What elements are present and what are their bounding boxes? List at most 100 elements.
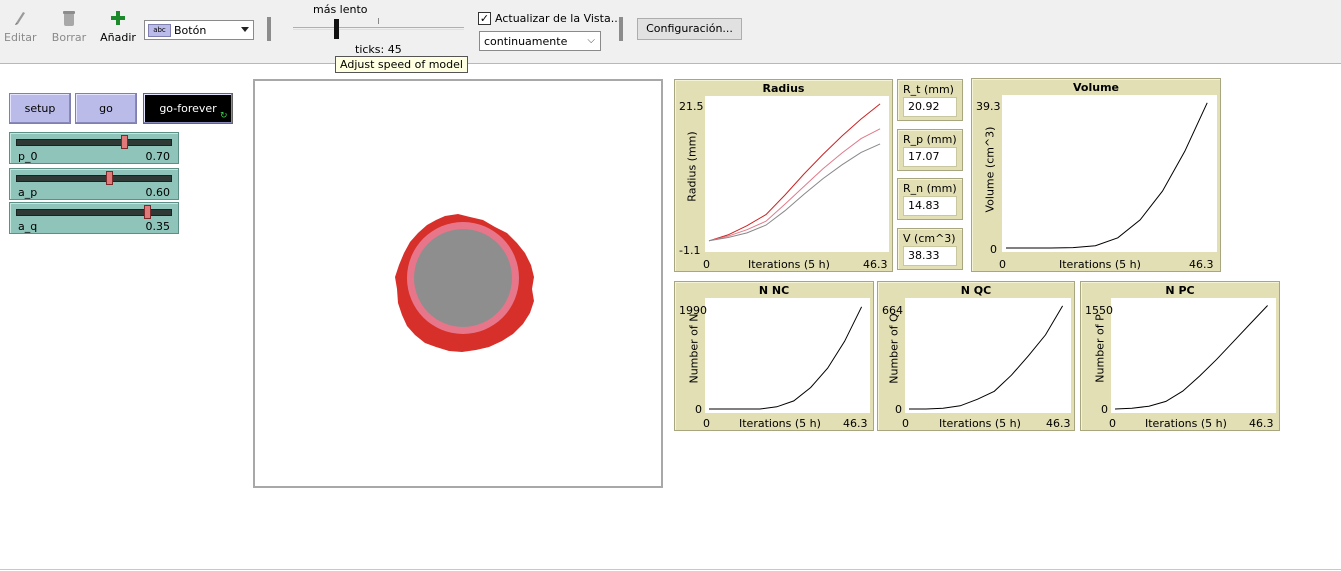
world-view[interactable] bbox=[253, 79, 663, 488]
n-pc-chart bbox=[1114, 305, 1268, 410]
forever-loop-icon: ↻ bbox=[220, 111, 228, 121]
toolbar-separator bbox=[619, 17, 623, 41]
series-line-0 bbox=[709, 306, 863, 410]
y-axis-label: Radius (mm) bbox=[685, 131, 699, 202]
add-label: Añadir bbox=[100, 31, 136, 44]
delete-button[interactable]: Borrar bbox=[50, 8, 88, 44]
y-min-label: 0 bbox=[1101, 403, 1108, 416]
x-axis-label: Iterations (5 h) bbox=[739, 417, 821, 430]
slider-track[interactable] bbox=[16, 209, 172, 216]
chevron-down-icon: ⌵ bbox=[587, 35, 595, 46]
x-axis-label: Iterations (5 h) bbox=[1059, 258, 1141, 271]
speed-slower-label: más lento bbox=[313, 3, 368, 16]
radius-chart bbox=[708, 103, 881, 242]
plot-area bbox=[905, 298, 1071, 413]
settings-button[interactable]: Configuración... bbox=[637, 18, 742, 40]
radius-plot[interactable]: Radius 21.5 -1.1 Radius (mm) 0 Iteration… bbox=[674, 79, 893, 272]
y-axis-label: Number of P bbox=[1093, 314, 1107, 383]
x-max-label: 46.3 bbox=[863, 258, 888, 271]
x-axis-label: Iterations (5 h) bbox=[939, 417, 1021, 430]
x-axis-label: Iterations (5 h) bbox=[748, 258, 830, 271]
slider-thumb[interactable] bbox=[121, 135, 128, 149]
update-mode-value: continuamente bbox=[484, 34, 568, 48]
series-line-0 bbox=[708, 103, 881, 242]
slider-track[interactable] bbox=[16, 175, 172, 182]
monitor-value: 20.92 bbox=[903, 97, 957, 117]
plot-title: N NC bbox=[758, 284, 790, 297]
trash-icon bbox=[50, 8, 88, 28]
slider-value: 0.60 bbox=[145, 186, 171, 199]
toolbar: Editar Borrar Añadir abc Botón más lento… bbox=[0, 0, 1341, 64]
speed-tooltip: Adjust speed of model bbox=[335, 56, 468, 73]
monitor-r-p: R_p (mm) 17.07 bbox=[897, 129, 963, 171]
slider-thumb[interactable] bbox=[106, 171, 113, 185]
slider-value: 0.70 bbox=[145, 150, 171, 163]
slider-thumb[interactable] bbox=[143, 205, 151, 219]
volume-plot[interactable]: Volume 39.3 0 Volume (cm^3) 0 Iterations… bbox=[971, 78, 1221, 272]
slider-name: a_q bbox=[18, 220, 38, 233]
delete-label: Borrar bbox=[51, 31, 87, 44]
plot-title: Volume bbox=[1073, 81, 1119, 94]
monitor-value: 17.07 bbox=[903, 147, 957, 167]
plot-area bbox=[705, 298, 870, 413]
monitor-label: R_t (mm) bbox=[903, 83, 954, 96]
n-qc-plot[interactable]: N QC 664 0 Number of Q 0 Iterations (5 h… bbox=[877, 281, 1075, 431]
plot-area bbox=[705, 96, 889, 252]
slider-track[interactable] bbox=[16, 139, 172, 146]
edit-button[interactable]: Editar bbox=[4, 8, 37, 44]
slider-name: a_p bbox=[18, 186, 38, 199]
speed-slider-track[interactable] bbox=[293, 27, 464, 30]
monitor-r-n: R_n (mm) 14.83 bbox=[897, 178, 963, 220]
ticks-counter: ticks: 45 bbox=[355, 43, 402, 56]
button-widget-icon: abc bbox=[148, 23, 171, 37]
slider-name: p_0 bbox=[18, 150, 38, 163]
speed-slider-center-tick bbox=[378, 18, 379, 24]
setup-button[interactable]: setup bbox=[9, 93, 71, 124]
x-min-label: 0 bbox=[1109, 417, 1116, 430]
x-max-label: 46.3 bbox=[843, 417, 868, 430]
y-min-label: -1.1 bbox=[679, 244, 701, 257]
monitor-value: 38.33 bbox=[903, 246, 957, 266]
x-axis-label: Iterations (5 h) bbox=[1145, 417, 1227, 430]
x-max-label: 46.3 bbox=[1249, 417, 1274, 430]
y-max-label: 1990 bbox=[679, 304, 707, 317]
go-forever-button[interactable]: go-forever ↻ bbox=[143, 93, 233, 124]
n-nc-chart bbox=[709, 306, 863, 410]
slider-p-0[interactable]: p_0 0.70 bbox=[9, 132, 179, 164]
series-line-0 bbox=[1114, 305, 1268, 410]
series-line-0 bbox=[1006, 102, 1208, 249]
monitor-r-t: R_t (mm) 20.92 bbox=[897, 79, 963, 121]
update-view-checkbox[interactable]: ✓ bbox=[478, 12, 491, 25]
widget-type-value: Botón bbox=[174, 23, 207, 37]
slider-a-q[interactable]: a_q 0.35 bbox=[9, 202, 179, 234]
n-qc-chart bbox=[909, 305, 1064, 410]
volume-chart bbox=[1006, 102, 1208, 249]
update-view-label: Actualizar de la Vista... bbox=[495, 12, 622, 25]
slider-a-p[interactable]: a_p 0.60 bbox=[9, 168, 179, 200]
series-line-2 bbox=[708, 143, 881, 242]
y-max-label: 21.5 bbox=[679, 100, 704, 113]
y-min-label: 0 bbox=[895, 403, 902, 416]
plus-icon bbox=[99, 8, 137, 28]
check-icon: ✓ bbox=[479, 12, 490, 25]
n-nc-plot[interactable]: N NC 1990 0 Number of N 0 Iterations (5 … bbox=[674, 281, 874, 431]
widget-type-select[interactable]: abc Botón bbox=[144, 20, 254, 40]
update-mode-select[interactable]: continuamente ⌵ bbox=[479, 31, 601, 51]
plot-area bbox=[1002, 95, 1217, 252]
go-forever-label: go-forever bbox=[159, 102, 217, 115]
add-button[interactable]: Añadir bbox=[99, 8, 137, 44]
plot-title: Radius bbox=[762, 82, 805, 95]
y-axis-label: Number of N bbox=[687, 313, 701, 384]
n-pc-plot[interactable]: N PC 1550 0 Number of P 0 Iterations (5 … bbox=[1080, 281, 1280, 431]
necrotic-core bbox=[414, 229, 512, 327]
monitor-label: V (cm^3) bbox=[903, 232, 956, 245]
x-max-label: 46.3 bbox=[1189, 258, 1214, 271]
x-min-label: 0 bbox=[999, 258, 1006, 271]
series-line-1 bbox=[708, 128, 881, 242]
speed-slider-thumb[interactable] bbox=[333, 19, 339, 39]
slider-value: 0.35 bbox=[145, 220, 171, 233]
pencil-icon bbox=[4, 8, 36, 28]
tumor-visualization bbox=[395, 214, 534, 352]
go-button[interactable]: go bbox=[75, 93, 137, 124]
chevron-down-icon bbox=[241, 27, 249, 32]
